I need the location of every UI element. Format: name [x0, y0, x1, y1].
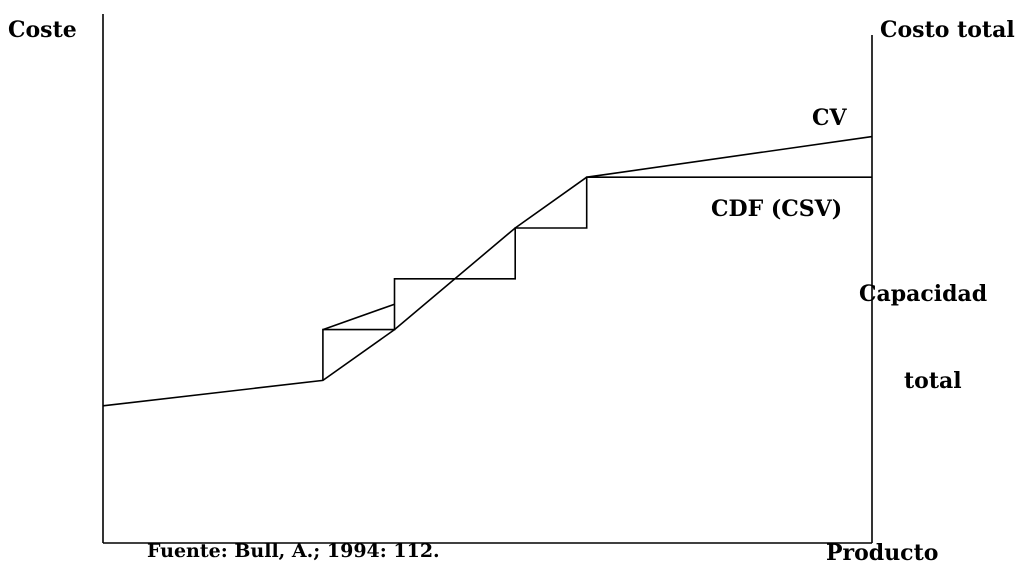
series-line-step-diagonal	[322, 303, 395, 331]
right-axis-label: Costo total	[880, 17, 1015, 43]
series-label-cdf: CDF (CSV)	[711, 196, 843, 222]
x-axis-label: Producto	[826, 540, 939, 566]
annotation-capacidad: Capacidad	[859, 281, 988, 307]
series-layer	[102, 135, 873, 407]
y-axis-label: Coste	[8, 17, 77, 43]
source-note: Fuente: Bull, A.; 1994: 112.	[147, 540, 440, 562]
series-label-cv: CV	[812, 105, 847, 131]
series-line-step-fixed-cost	[322, 176, 872, 381]
annotation-total: total	[904, 368, 962, 394]
